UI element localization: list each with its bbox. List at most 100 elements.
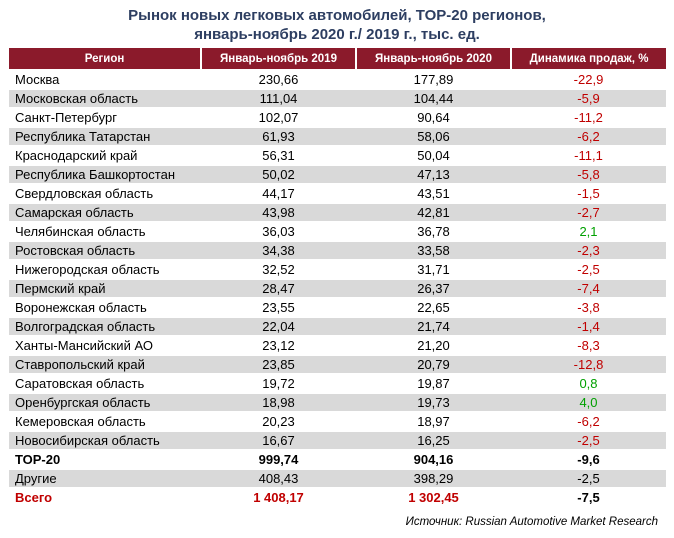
dynamics-cell: 0,8 — [511, 373, 666, 393]
region-cell: Ростовская область — [9, 240, 201, 260]
dynamics-cell: -1,5 — [511, 183, 666, 203]
header-region: Регион — [9, 48, 201, 70]
value-2020-cell: 104,44 — [356, 88, 511, 108]
value-2020-cell: 58,06 — [356, 126, 511, 146]
region-cell: Нижегородская область — [9, 259, 201, 279]
title-line-2: январь-ноябрь 2020 г./ 2019 г., тыс. ед. — [194, 26, 480, 43]
region-cell: Кемеровская область — [9, 411, 201, 431]
dynamics-cell: -2,5 — [511, 468, 666, 488]
value-2020-cell: 21,20 — [356, 335, 511, 355]
dynamics-cell: -2,5 — [511, 259, 666, 279]
value-2020-cell: 43,51 — [356, 183, 511, 203]
table-row: Пермский край 28,47 26,37 -7,4 — [9, 278, 666, 298]
title-line-1: Рынок новых легковых автомобилей, ТОР-20… — [128, 7, 546, 24]
value-2020-cell: 20,79 — [356, 354, 511, 374]
region-cell: Ханты-Мансийский АО — [9, 335, 201, 355]
value-2019-cell: 56,31 — [201, 145, 356, 165]
dynamics-cell: -8,3 — [511, 335, 666, 355]
value-2019-cell: 230,66 — [201, 69, 356, 89]
value-2020-cell: 31,71 — [356, 259, 511, 279]
value-2019-cell: 61,93 — [201, 126, 356, 146]
dynamics-cell: -9,6 — [511, 449, 666, 469]
value-2020-cell: 22,65 — [356, 297, 511, 317]
table-header-row: Регион Январь-ноябрь 2019 Январь-ноябрь … — [9, 48, 666, 70]
value-2020-cell: 1 302,45 — [356, 487, 511, 506]
value-2020-cell: 90,64 — [356, 107, 511, 127]
table-row: Краснодарский край 56,31 50,04 -11,1 — [9, 145, 666, 165]
table-row: Ростовская область 34,38 33,58 -2,3 — [9, 240, 666, 260]
dynamics-cell: 2,1 — [511, 221, 666, 241]
value-2019-cell: 102,07 — [201, 107, 356, 127]
region-cell: Оренбургская область — [9, 392, 201, 412]
table-row: ТОР-20 999,74 904,16 -9,6 — [9, 449, 666, 469]
dynamics-cell: -2,3 — [511, 240, 666, 260]
region-cell: Самарская область — [9, 202, 201, 222]
value-2020-cell: 33,58 — [356, 240, 511, 260]
table-row: Челябинская область 36,03 36,78 2,1 — [9, 221, 666, 241]
table-row: Свердловская область 44,17 43,51 -1,5 — [9, 183, 666, 203]
region-cell: Другие — [9, 468, 201, 488]
dynamics-cell: -7,5 — [511, 487, 666, 506]
dynamics-cell: -2,5 — [511, 430, 666, 450]
region-cell: Воронежская область — [9, 297, 201, 317]
table-row: Москва 230,66 177,89 -22,9 — [9, 69, 666, 89]
region-cell: Санкт-Петербург — [9, 107, 201, 127]
value-2020-cell: 36,78 — [356, 221, 511, 241]
value-2019-cell: 34,38 — [201, 240, 356, 260]
table-row: Всего 1 408,17 1 302,45 -7,5 — [9, 487, 666, 506]
value-2020-cell: 398,29 — [356, 468, 511, 488]
dynamics-cell: -12,8 — [511, 354, 666, 374]
table-row: Ханты-Мансийский АО 23,12 21,20 -8,3 — [9, 335, 666, 355]
source-note: Источник: Russian Automotive Market Rese… — [405, 516, 658, 528]
value-2019-cell: 20,23 — [201, 411, 356, 431]
value-2019-cell: 23,85 — [201, 354, 356, 374]
region-cell: Республика Татарстан — [9, 126, 201, 146]
value-2020-cell: 21,74 — [356, 316, 511, 336]
table-row: Кемеровская область 20,23 18,97 -6,2 — [9, 411, 666, 431]
dynamics-cell: -3,8 — [511, 297, 666, 317]
region-cell: Новосибирская область — [9, 430, 201, 450]
header-dynamics: Динамика продаж, % — [510, 48, 666, 70]
value-2020-cell: 19,73 — [356, 392, 511, 412]
dynamics-cell: -11,1 — [511, 145, 666, 165]
table-row: Республика Башкортостан 50,02 47,13 -5,8 — [9, 164, 666, 184]
region-cell: Челябинская область — [9, 221, 201, 241]
dynamics-cell: -7,4 — [511, 278, 666, 298]
table-row: Новосибирская область 16,67 16,25 -2,5 — [9, 430, 666, 450]
value-2019-cell: 23,55 — [201, 297, 356, 317]
value-2019-cell: 19,72 — [201, 373, 356, 393]
region-cell: Республика Башкортостан — [9, 164, 201, 184]
value-2019-cell: 32,52 — [201, 259, 356, 279]
table-row: Оренбургская область 18,98 19,73 4,0 — [9, 392, 666, 412]
dynamics-cell: -6,2 — [511, 126, 666, 146]
page-title: Рынок новых легковых автомобилей, ТОР-20… — [0, 6, 674, 44]
value-2019-cell: 36,03 — [201, 221, 356, 241]
value-2019-cell: 43,98 — [201, 202, 356, 222]
value-2020-cell: 177,89 — [356, 69, 511, 89]
table-row: Санкт-Петербург 102,07 90,64 -11,2 — [9, 107, 666, 127]
dynamics-cell: -11,2 — [511, 107, 666, 127]
table-row: Другие 408,43 398,29 -2,5 — [9, 468, 666, 488]
value-2020-cell: 19,87 — [356, 373, 511, 393]
value-2019-cell: 22,04 — [201, 316, 356, 336]
value-2019-cell: 999,74 — [201, 449, 356, 469]
value-2020-cell: 16,25 — [356, 430, 511, 450]
region-cell: Всего — [9, 487, 201, 506]
region-cell: ТОР-20 — [9, 449, 201, 469]
dynamics-cell: -6,2 — [511, 411, 666, 431]
region-cell: Пермский край — [9, 278, 201, 298]
dynamics-cell: -5,9 — [511, 88, 666, 108]
table-body: Москва 230,66 177,89 -22,9 Московская област… — [9, 69, 666, 506]
value-2019-cell: 16,67 — [201, 430, 356, 450]
value-2020-cell: 42,81 — [356, 202, 511, 222]
table-row: Московская область 111,04 104,44 -5,9 — [9, 88, 666, 108]
table-row: Воронежская область 23,55 22,65 -3,8 — [9, 297, 666, 317]
value-2020-cell: 26,37 — [356, 278, 511, 298]
table-row: Нижегородская область 32,52 31,71 -2,5 — [9, 259, 666, 279]
region-cell: Саратовская область — [9, 373, 201, 393]
region-cell: Свердловская область — [9, 183, 201, 203]
table-row: Самарская область 43,98 42,81 -2,7 — [9, 202, 666, 222]
table-row: Волгоградская область 22,04 21,74 -1,4 — [9, 316, 666, 336]
sales-table: Регион Январь-ноябрь 2019 Январь-ноябрь … — [9, 48, 666, 506]
region-cell: Ставропольский край — [9, 354, 201, 374]
